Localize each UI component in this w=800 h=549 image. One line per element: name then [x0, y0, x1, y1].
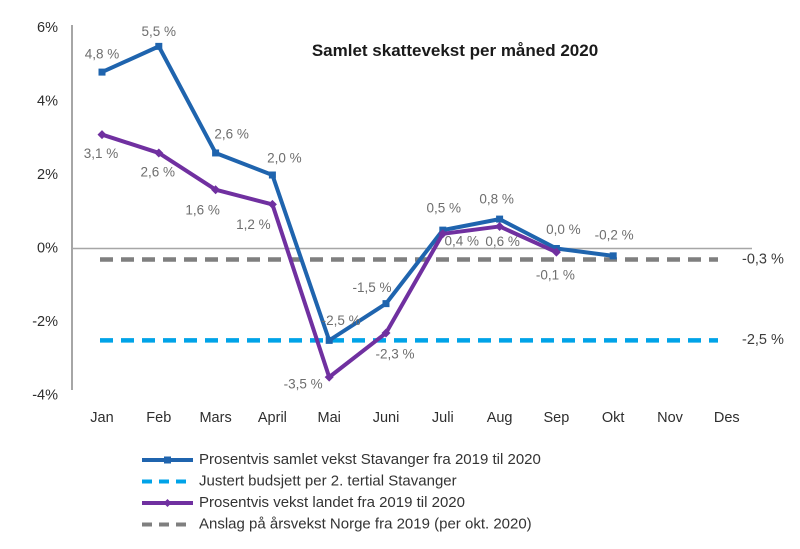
series-landet-marker: [381, 328, 391, 338]
series-landet-marker: [267, 199, 277, 209]
series-landet-point-label: 1,6 %: [185, 202, 220, 217]
series-stavanger-point-label: 2,6 %: [214, 127, 249, 142]
series-landet-point-label: -3,5 %: [284, 377, 323, 392]
series-stavanger-marker: [155, 42, 163, 50]
x-tick-label: Mai: [318, 410, 341, 426]
series-stavanger-point-label: -0,2 %: [595, 227, 634, 242]
y-tick-label: -4%: [32, 387, 58, 403]
series-landet-point-label: 2,6 %: [141, 165, 176, 180]
series-stavanger-point-label: 4,8 %: [85, 47, 120, 62]
series-stavanger-marker: [382, 300, 390, 308]
series-stavanger-point-label: 0,5 %: [427, 201, 462, 216]
x-tick-label: Aug: [487, 410, 513, 426]
series-stavanger-marker: [325, 336, 333, 344]
series-landet-marker: [211, 185, 221, 195]
series-stavanger-marker: [212, 149, 220, 157]
x-tick-label: Des: [714, 410, 740, 426]
series-stavanger-point-label: 0,8 %: [479, 192, 514, 207]
series-landet-marker: [97, 130, 107, 140]
series-lines: [97, 42, 617, 382]
series-landet-marker: [495, 221, 505, 231]
series-landet-point-label: -2,3 %: [375, 347, 414, 362]
series-landet-point-label: 0,4 %: [445, 233, 480, 248]
series-landet-marker: [154, 148, 164, 158]
legend-label-landet: Prosentvis vekst landet fra 2019 til 202…: [199, 494, 465, 511]
series-norge-right-label: -0,3 %: [742, 251, 784, 267]
reference-lines: [100, 257, 718, 343]
y-tick-label: 6%: [37, 20, 58, 36]
series-landet-point-label: -0,1 %: [536, 268, 575, 283]
legend-item-budsjett: Justert budsjett per 2. tertial Stavange…: [142, 472, 457, 489]
series-stavanger-point-label: -1,5 %: [352, 280, 391, 295]
series-stavanger-line: [100, 44, 616, 343]
series-landet-point-label: 1,2 %: [236, 217, 271, 232]
legend: Prosentvis samlet vekst Stavanger fra 20…: [142, 451, 541, 532]
x-tick-label: Feb: [146, 410, 171, 426]
legend-item-norge: Anslag på årsvekst Norge fra 2019 (per o…: [142, 515, 532, 532]
data-labels: 4,8 % 5,5 % 2,6 % 2,0 % -2,5 % -1,5 % 0,5 % 0,8…: [84, 24, 784, 392]
series-stavanger-marker: [609, 252, 617, 260]
series-landet-marker: [438, 229, 448, 239]
x-tick-label: Mars: [199, 410, 231, 426]
x-tick-label: Juni: [373, 410, 400, 426]
x-tick-label: April: [258, 410, 287, 426]
series-landet-point-label: 3,1 %: [84, 146, 119, 161]
y-tick-label: -2%: [32, 314, 58, 330]
y-tick-label: 4%: [37, 93, 58, 109]
chart-title: Samlet skattevekst per måned 2020: [312, 41, 598, 60]
x-tick-label: Okt: [602, 410, 625, 426]
series-stavanger-point-label: 0,0 %: [546, 222, 581, 237]
x-tick-label: Jan: [90, 410, 113, 426]
y-tick-label: 0%: [37, 240, 58, 256]
series-stavanger-marker: [98, 68, 106, 76]
legend-label-norge: Anslag på årsvekst Norge fra 2019 (per o…: [199, 515, 532, 532]
x-tick-label: Nov: [657, 410, 684, 426]
x-tick-label: Sep: [543, 410, 569, 426]
series-budsjett-right-label: -2,5 %: [742, 332, 784, 348]
legend-label-budsjett: Justert budsjett per 2. tertial Stavange…: [199, 472, 457, 489]
legend-marker-stavanger: [164, 456, 171, 464]
series-stavanger-point-label: -2,5 %: [322, 313, 361, 328]
x-tick-label: Juli: [432, 410, 454, 426]
series-landet-marker: [551, 247, 561, 257]
legend-item-stavanger: Prosentvis samlet vekst Stavanger fra 20…: [142, 451, 541, 468]
legend-item-landet: Prosentvis vekst landet fra 2019 til 202…: [142, 494, 465, 511]
legend-marker-landet: [163, 499, 172, 507]
series-stavanger-marker: [268, 171, 276, 179]
series-stavanger-point-label: 2,0 %: [267, 151, 302, 166]
legend-label-stavanger: Prosentvis samlet vekst Stavanger fra 20…: [199, 451, 541, 468]
series-landet-point-label: 0,6 %: [485, 234, 520, 249]
axes: 6% 4% 2% 0% -2% -4% Jan Feb Mars April Mai Juni Juli…: [32, 20, 752, 426]
series-stavanger-marker: [496, 215, 504, 223]
series-landet-marker: [324, 372, 334, 382]
y-tick-label: 2%: [37, 167, 58, 183]
series-stavanger-point-label: 5,5 %: [142, 24, 177, 39]
